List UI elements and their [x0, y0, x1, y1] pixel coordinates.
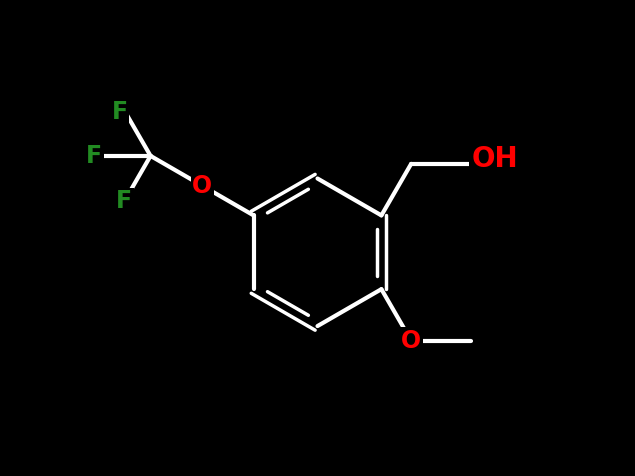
Text: OH: OH: [471, 145, 518, 173]
Text: F: F: [112, 100, 128, 124]
Text: F: F: [116, 189, 133, 213]
Text: O: O: [401, 329, 421, 353]
Text: O: O: [192, 174, 212, 198]
Text: F: F: [86, 144, 102, 168]
